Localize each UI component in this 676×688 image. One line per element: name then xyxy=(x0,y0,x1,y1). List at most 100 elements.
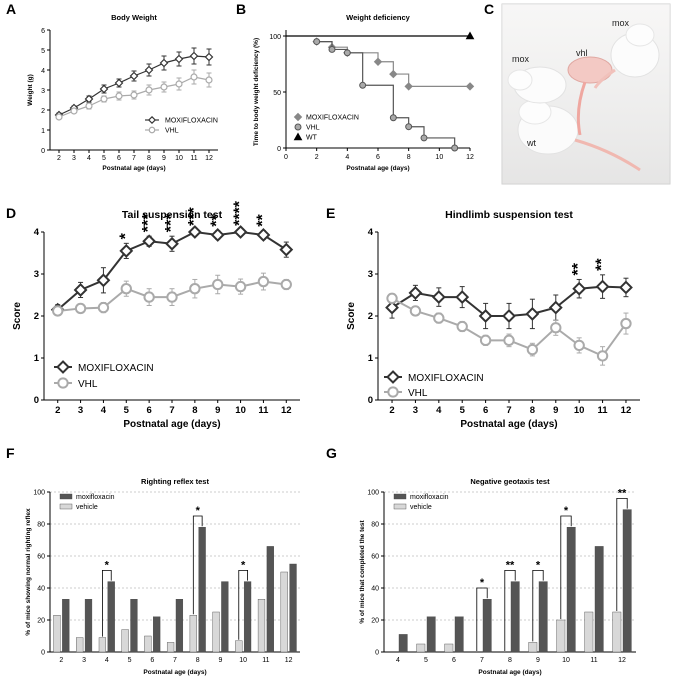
data-point xyxy=(502,309,516,323)
data-point xyxy=(233,225,248,239)
x-tick-label: 2 xyxy=(55,405,60,416)
y-axis-label: Score xyxy=(12,302,23,330)
x-tick-label: 11 xyxy=(258,405,269,416)
significance-marker: *** xyxy=(163,213,180,232)
y-tick-label: 2 xyxy=(41,108,45,115)
survival-point xyxy=(389,114,397,122)
x-tick-label: 7 xyxy=(169,405,174,416)
bar xyxy=(121,629,129,653)
y-tick-label: 0 xyxy=(277,146,281,153)
legend-label: WT xyxy=(306,135,318,142)
x-tick-label: 2 xyxy=(59,657,63,664)
chart-title: Hindlimb suspension test xyxy=(445,209,573,221)
legend-marker xyxy=(386,370,400,384)
y-tick-label: 60 xyxy=(37,554,45,561)
bar xyxy=(212,611,220,653)
x-tick-label: 11 xyxy=(598,405,609,416)
chart-title: Tail suspension test xyxy=(122,209,223,221)
survival-point xyxy=(451,144,459,152)
x-axis-label: Postnatal age (days) xyxy=(123,419,220,430)
photo-label-wt: wt xyxy=(526,138,536,148)
significance-bracket xyxy=(238,570,248,640)
data-point xyxy=(130,91,138,99)
bar xyxy=(426,616,436,653)
bar xyxy=(243,581,252,653)
panel-label-b: B xyxy=(236,1,246,17)
significance-bracket xyxy=(102,570,112,637)
significance-marker: ** xyxy=(209,214,226,227)
legend-swatch xyxy=(59,503,73,510)
y-tick-label: 40 xyxy=(371,586,379,593)
bar xyxy=(594,546,604,653)
bar xyxy=(235,640,243,653)
x-tick-label: 12 xyxy=(281,405,292,416)
survival-point xyxy=(465,31,475,40)
legend-label: VHL xyxy=(165,128,179,135)
bar xyxy=(62,599,70,653)
data-point xyxy=(52,305,64,317)
x-tick-label: 8 xyxy=(407,154,411,161)
y-tick-label: 3 xyxy=(368,269,373,280)
legend-marker xyxy=(294,123,302,131)
survival-point xyxy=(328,45,336,53)
survival-point xyxy=(373,57,383,66)
x-tick-label: 9 xyxy=(553,405,558,416)
x-tick-label: 11 xyxy=(262,657,269,664)
significance-marker: * xyxy=(196,505,201,517)
data-point xyxy=(166,291,178,303)
x-tick-label: 6 xyxy=(452,657,456,664)
data-point xyxy=(159,58,169,68)
bar xyxy=(130,599,138,653)
bar xyxy=(538,581,548,653)
significance-marker: * xyxy=(536,559,541,571)
x-tick-label: 10 xyxy=(435,154,443,161)
significance-marker: ** xyxy=(570,262,587,275)
y-tick-label: 80 xyxy=(371,522,379,529)
bar xyxy=(53,615,61,653)
bar xyxy=(175,599,184,653)
significance-marker: *** xyxy=(140,213,157,232)
data-point xyxy=(386,292,398,305)
legend-label: MOXIFLOXACIN xyxy=(408,373,484,384)
y-tick-label: 40 xyxy=(37,586,45,593)
significance-marker: * xyxy=(480,577,485,589)
x-tick-label: 8 xyxy=(192,405,197,416)
y-tick-label: 5 xyxy=(41,48,45,55)
chart-negative-geotaxis: Negative geotaxis test 0 20 40 60 80 100 4 5 6 7 8 9… xyxy=(359,477,636,676)
data-point xyxy=(503,334,515,347)
data-point xyxy=(160,83,168,91)
x-tick-label: 6 xyxy=(150,657,154,664)
survival-point xyxy=(405,123,413,131)
x-tick-label: 10 xyxy=(562,657,570,664)
data-point xyxy=(596,350,609,362)
x-tick-label: 3 xyxy=(413,405,418,416)
data-point xyxy=(73,283,88,297)
data-point xyxy=(119,243,134,258)
significance-marker: ** xyxy=(506,559,515,571)
legend-label: VHL xyxy=(408,388,428,399)
x-tick-label: 2 xyxy=(57,155,61,162)
data-point xyxy=(526,343,539,356)
bar xyxy=(198,527,206,653)
data-point xyxy=(189,283,201,295)
x-tick-label: 4 xyxy=(396,657,400,664)
y-axis-label: Time to body weight deficiency (%) xyxy=(253,38,260,146)
data-point xyxy=(175,80,183,88)
survival-curve xyxy=(316,41,456,148)
chart-title: Weight deficiency xyxy=(346,13,410,22)
x-axis-label: Postnatal age (days) xyxy=(460,419,557,430)
significance-bracket xyxy=(560,515,572,619)
x-tick-label: 5 xyxy=(424,657,428,664)
panel-label-a: A xyxy=(6,1,16,17)
x-tick-label: 9 xyxy=(215,405,220,416)
x-tick-label: 2 xyxy=(315,154,319,161)
legend-swatch xyxy=(393,493,407,500)
x-tick-label: 8 xyxy=(147,155,151,162)
y-tick-label: 2 xyxy=(368,311,373,322)
significance-bracket xyxy=(476,587,488,651)
x-tick-label: 11 xyxy=(590,657,597,664)
x-axis-label: Postnatal age (days) xyxy=(143,669,206,676)
significance-marker: * xyxy=(241,559,246,571)
